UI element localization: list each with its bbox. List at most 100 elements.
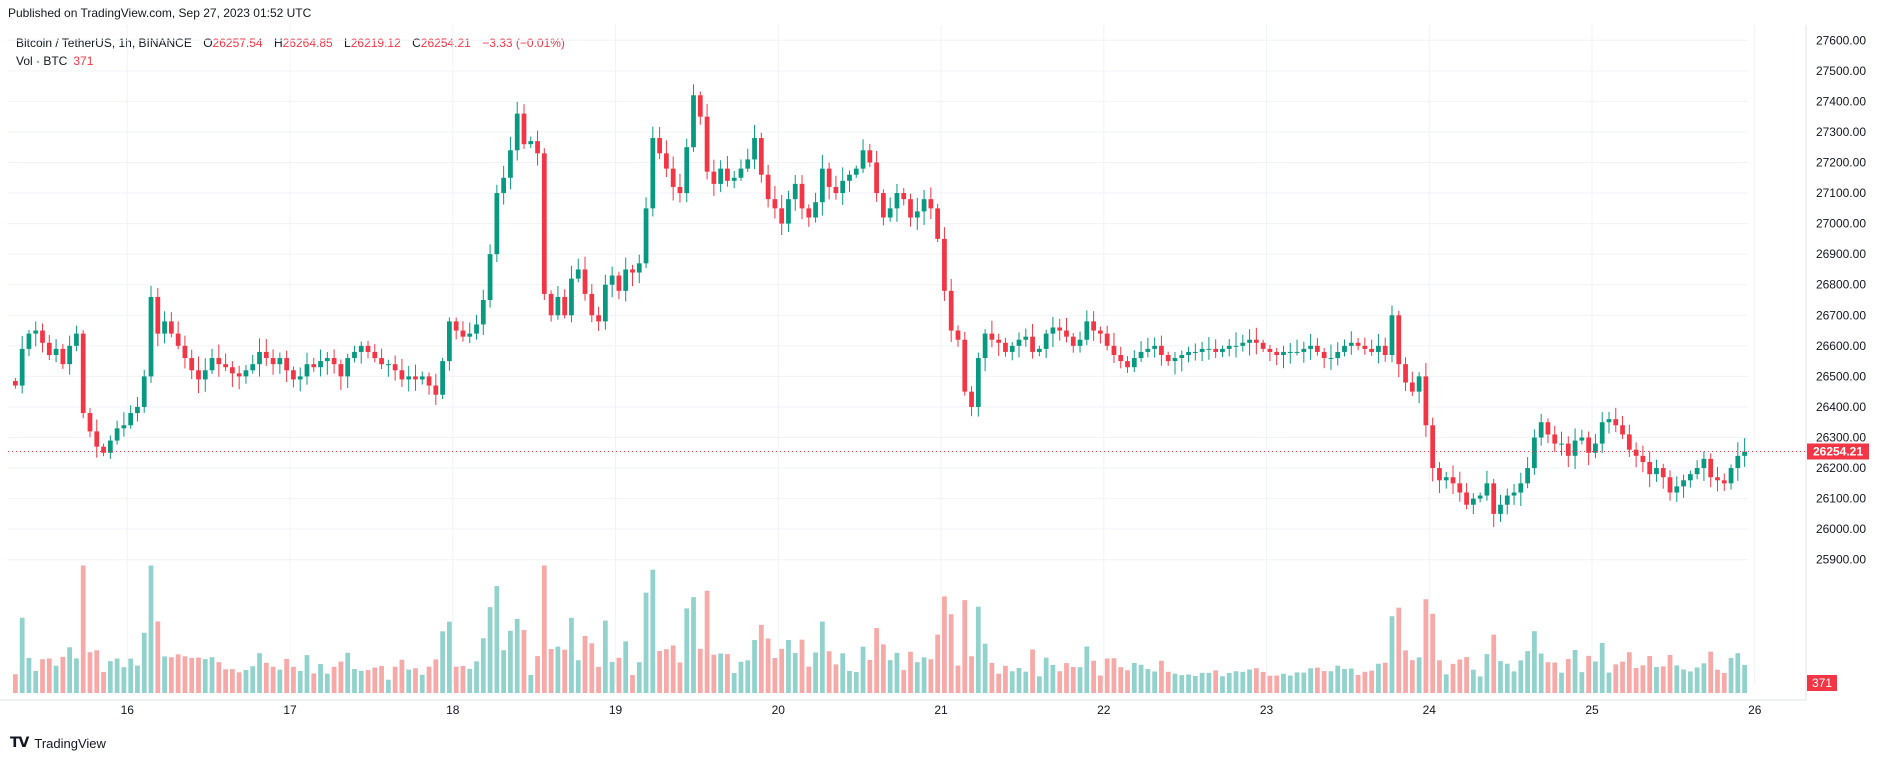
candle-body (1694, 468, 1700, 475)
candle-body (677, 186, 683, 194)
volume-bar (46, 658, 52, 693)
volume-bar (1728, 658, 1734, 693)
candle-body (385, 364, 391, 366)
candle-body (1179, 355, 1185, 359)
volume-bar (392, 666, 398, 693)
volume-bar (304, 655, 310, 693)
volume-bar (1545, 662, 1551, 693)
volume-bar (1172, 673, 1178, 693)
candle-body (1030, 336, 1035, 352)
candle-body (447, 321, 452, 362)
volume-bar (1023, 671, 1029, 693)
time-tick-label: 16 (121, 703, 135, 717)
volume-bar (1003, 665, 1008, 693)
candle-body (982, 333, 988, 359)
candle-body (847, 174, 852, 181)
candle-body (1077, 339, 1083, 346)
volume-bar (1199, 672, 1205, 693)
volume-bar (311, 673, 317, 693)
volume-bar (162, 656, 167, 693)
candle-body (711, 171, 717, 184)
volume-bar (1640, 665, 1646, 693)
volume-label[interactable]: Vol · BTC (16, 54, 68, 68)
volume-bar (318, 664, 323, 693)
candle-body (1403, 364, 1408, 383)
candle-body (1565, 443, 1571, 456)
volume-bar (528, 674, 534, 693)
volume-bar (1125, 670, 1130, 693)
candle-body (758, 138, 764, 175)
candle-body (779, 208, 785, 224)
candle-body (1660, 468, 1666, 478)
volume-bar (718, 653, 724, 693)
volume-bar (1389, 616, 1395, 693)
candle-body (1260, 342, 1266, 349)
candle-body (1396, 315, 1402, 365)
candle-body (921, 199, 927, 212)
candle-body (460, 330, 466, 337)
candle-body (1518, 483, 1524, 493)
candle-body (13, 380, 18, 386)
volume-bar (1423, 599, 1429, 693)
candle-body (250, 364, 256, 371)
candle-body (1613, 419, 1619, 426)
volume-bar (833, 664, 839, 693)
volume-bar (1538, 653, 1544, 693)
price-tick-label: 27500.00 (1816, 64, 1866, 78)
high-value: 26264.85 (282, 36, 333, 50)
tradingview-brand[interactable]: TV TradingView (10, 735, 106, 751)
candle-body (440, 361, 445, 395)
time-tick-label: 21 (934, 703, 948, 717)
volume-bar (589, 643, 595, 693)
volume-bar (677, 662, 683, 693)
volume-bar (779, 648, 785, 693)
volume-bar (1287, 675, 1293, 693)
candle-body (1131, 358, 1137, 368)
price-tick-label: 26200.00 (1816, 461, 1866, 475)
candle-body (1064, 330, 1069, 337)
candle-body (623, 269, 629, 291)
volume-bar (1213, 670, 1219, 693)
volume-bar (1579, 672, 1585, 693)
candle-body (1003, 342, 1008, 352)
candle-body (338, 364, 344, 377)
price-tick-label: 27000.00 (1816, 217, 1866, 231)
volume-bar (33, 670, 39, 693)
volume-bar (541, 565, 547, 693)
candle-body (182, 345, 188, 359)
candle-body (1579, 437, 1585, 441)
volume-bar (697, 648, 703, 693)
candle-body (168, 321, 174, 334)
volume-bar (1260, 671, 1266, 693)
volume-bar (806, 666, 812, 693)
candle-body (1206, 348, 1212, 350)
last-volume-label: 371 (1812, 676, 1832, 690)
volume-bar (535, 656, 540, 693)
candle-body (901, 193, 907, 200)
candle-body (975, 358, 981, 407)
symbol-label[interactable]: Bitcoin / TetherUS, 1h, BINANCE (16, 36, 192, 50)
volume-bar (480, 638, 486, 693)
volume-bar (1016, 668, 1022, 693)
close-value: 26254.21 (420, 36, 471, 50)
candle-body (270, 358, 276, 365)
price-tick-label: 26100.00 (1816, 492, 1866, 506)
volume-bar (1145, 669, 1151, 693)
candle-body (202, 370, 208, 380)
volume-bar (121, 667, 127, 693)
candle-body (1084, 321, 1090, 340)
candle-body (1145, 348, 1151, 352)
candle-body (942, 238, 947, 291)
volume-bar (291, 666, 296, 693)
candle-body (1192, 351, 1198, 353)
candle-body (372, 351, 378, 359)
volume-bar (1532, 631, 1537, 693)
volume-bar (1654, 667, 1659, 693)
volume-bar (1131, 662, 1137, 693)
volume-bar (175, 654, 181, 693)
volume-bar (114, 658, 120, 693)
last-price-label: 26254.21 (1813, 444, 1863, 458)
volume-bar (141, 632, 147, 693)
candle-body (914, 211, 920, 218)
